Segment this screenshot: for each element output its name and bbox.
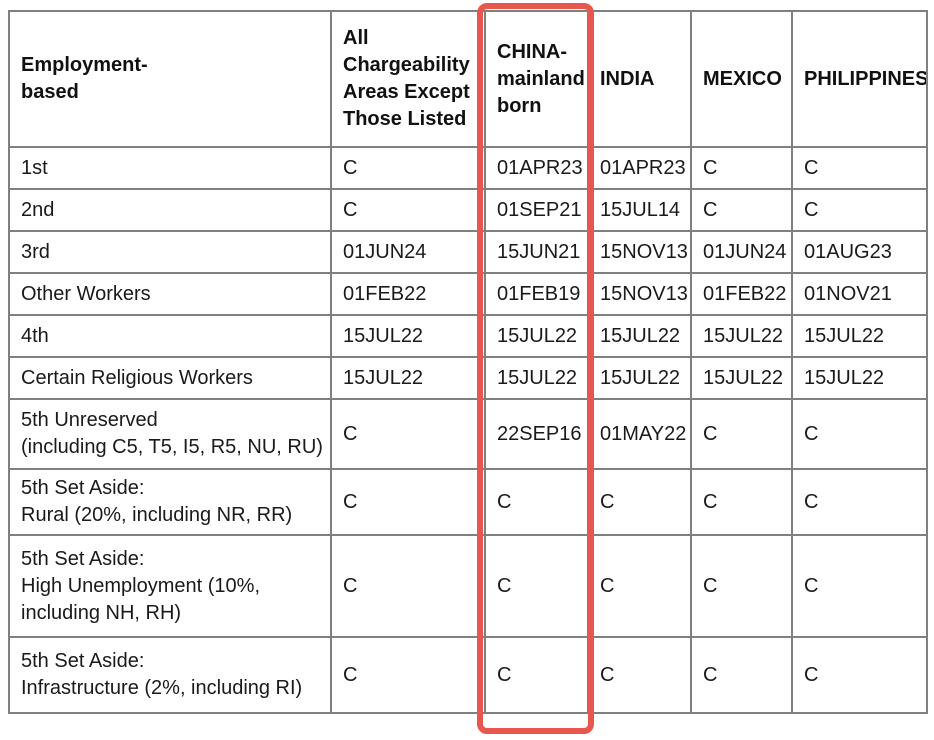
value-cell: 15NOV13 [587, 272, 692, 316]
value-cell: C [587, 468, 692, 536]
value-cell: 01AUG23 [791, 230, 928, 274]
column-header-philippines: PHILIPPINES [791, 10, 928, 148]
column-header-employment-based: Employment- based [8, 10, 332, 148]
value-cell: C [690, 398, 793, 470]
column-header-india: INDIA [587, 10, 692, 148]
value-cell: 15JUL22 [587, 314, 692, 358]
row-label-cell: 1st [8, 146, 332, 190]
value-cell: C [791, 468, 928, 536]
value-cell: C [330, 188, 486, 232]
visa-bulletin-table: Employment- based All Chargeability Area… [8, 10, 928, 714]
value-cell: C [587, 636, 692, 714]
row-label-cell: 2nd [8, 188, 332, 232]
value-cell: 01SEP21 [484, 188, 589, 232]
value-cell: C [791, 188, 928, 232]
value-cell: 15JUL22 [330, 314, 486, 358]
table-row-5th-set-aside-infrastructure: 5th Set Aside: Infrastructure (2%, inclu… [8, 636, 928, 714]
value-cell: C [587, 534, 692, 638]
value-cell: 01NOV21 [791, 272, 928, 316]
table-row-3rd: 3rd 01JUN24 15JUN21 15NOV13 01JUN24 01AU… [8, 230, 928, 274]
table-row-1st: 1st C 01APR23 01APR23 C C [8, 146, 928, 190]
value-cell: C [484, 636, 589, 714]
value-cell: 15NOV13 [587, 230, 692, 274]
value-cell: 01JUN24 [330, 230, 486, 274]
column-header-china-mainland-born: CHINA- mainland born [484, 10, 589, 148]
value-cell: C [690, 534, 793, 638]
value-cell: 15JUL22 [791, 314, 928, 358]
value-cell: C [330, 398, 486, 470]
value-cell: 15JUL22 [484, 356, 589, 400]
value-cell: 15JUN21 [484, 230, 589, 274]
value-cell: 01MAY22 [587, 398, 692, 470]
table-row-5th-unreserved: 5th Unreserved (including C5, T5, I5, R5… [8, 398, 928, 470]
column-header-mexico: MEXICO [690, 10, 793, 148]
value-cell: 01FEB22 [330, 272, 486, 316]
value-cell: 15JUL22 [690, 314, 793, 358]
row-label-cell: Certain Religious Workers [8, 356, 332, 400]
value-cell: 01FEB19 [484, 272, 589, 316]
value-cell: C [791, 534, 928, 638]
value-cell: 01FEB22 [690, 272, 793, 316]
value-cell: 01APR23 [587, 146, 692, 190]
value-cell: 15JUL14 [587, 188, 692, 232]
header-row: Employment- based All Chargeability Area… [8, 10, 928, 148]
value-cell: C [484, 468, 589, 536]
value-cell: C [690, 146, 793, 190]
table-row-2nd: 2nd C 01SEP21 15JUL14 C C [8, 188, 928, 232]
value-cell: C [330, 468, 486, 536]
value-cell: C [690, 468, 793, 536]
value-cell: 01JUN24 [690, 230, 793, 274]
value-cell: C [690, 188, 793, 232]
row-label-cell: 5th Set Aside: Infrastructure (2%, inclu… [8, 636, 332, 714]
value-cell: C [330, 146, 486, 190]
table-row-5th-set-aside-high-unemployment: 5th Set Aside: High Unemployment (10%, i… [8, 534, 928, 638]
row-label-cell: 5th Unreserved (including C5, T5, I5, R5… [8, 398, 332, 470]
value-cell: C [791, 146, 928, 190]
value-cell: 15JUL22 [791, 356, 928, 400]
row-label-cell: 5th Set Aside: High Unemployment (10%, i… [8, 534, 332, 638]
column-header-all-chargeability: All Chargeability Areas Except Those Lis… [330, 10, 486, 148]
value-cell: C [791, 398, 928, 470]
value-cell: 15JUL22 [587, 356, 692, 400]
row-label-cell: 3rd [8, 230, 332, 274]
value-cell: C [484, 534, 589, 638]
table-row-4th: 4th 15JUL22 15JUL22 15JUL22 15JUL22 15JU… [8, 314, 928, 358]
value-cell: 01APR23 [484, 146, 589, 190]
table-row-5th-set-aside-rural: 5th Set Aside: Rural (20%, including NR,… [8, 468, 928, 536]
table-row-certain-religious-workers: Certain Religious Workers 15JUL22 15JUL2… [8, 356, 928, 400]
value-cell: 15JUL22 [484, 314, 589, 358]
value-cell: 22SEP16 [484, 398, 589, 470]
value-cell: C [690, 636, 793, 714]
row-label-cell: 5th Set Aside: Rural (20%, including NR,… [8, 468, 332, 536]
value-cell: C [791, 636, 928, 714]
value-cell: C [330, 636, 486, 714]
row-label-cell: Other Workers [8, 272, 332, 316]
value-cell: 15JUL22 [690, 356, 793, 400]
value-cell: 15JUL22 [330, 356, 486, 400]
table-row-other-workers: Other Workers 01FEB22 01FEB19 15NOV13 01… [8, 272, 928, 316]
row-label-cell: 4th [8, 314, 332, 358]
value-cell: C [330, 534, 486, 638]
